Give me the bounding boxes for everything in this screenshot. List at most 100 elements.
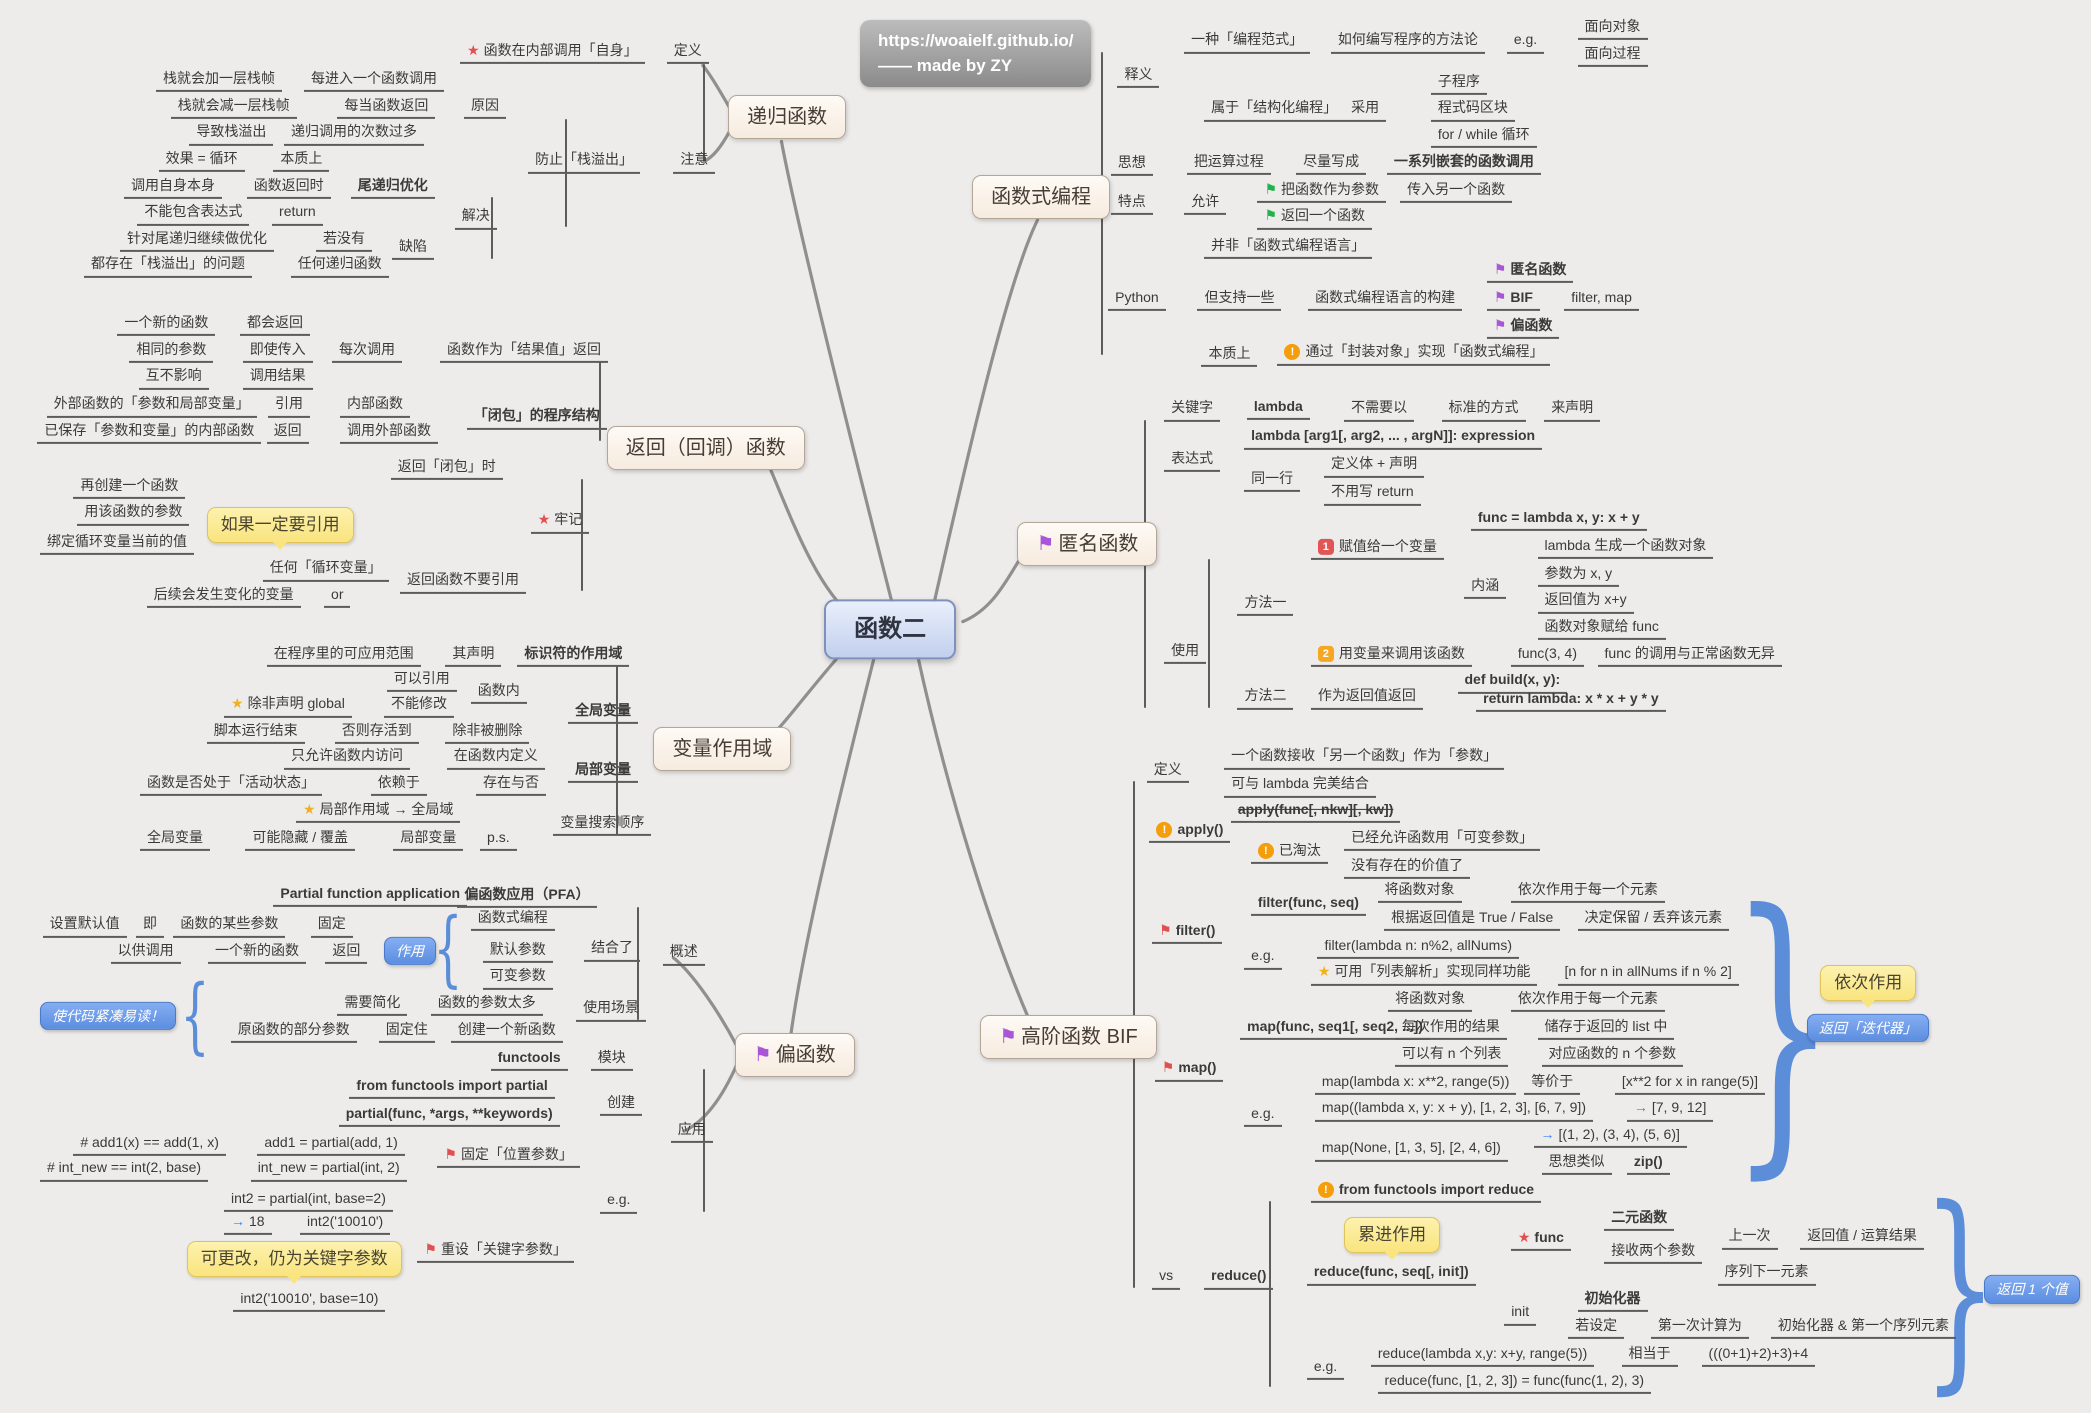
map-node[interactable]: ★ 可用「列表解析」实现同样功能 (1310, 961, 1538, 986)
map-node[interactable]: map(lambda x: x**2, range(5)) (1314, 1071, 1517, 1095)
topic-recursive-function[interactable]: 递归函数 (728, 95, 847, 140)
map-node[interactable]: 脚本运行结束 (206, 720, 305, 745)
map-node[interactable]: 上一次 (1721, 1225, 1778, 1250)
map-node[interactable]: ⚑ BIF (1486, 287, 1540, 311)
map-node[interactable]: 二元函数 (1604, 1207, 1675, 1231)
map-node[interactable]: ⚑ 把函数作为参数 (1257, 179, 1387, 203)
map-node[interactable]: 都会返回 (240, 312, 311, 337)
map-node[interactable]: return lambda: x * x + y * y (1476, 688, 1666, 713)
map-node[interactable]: 调用结果 (242, 365, 313, 390)
map-node[interactable]: functools (490, 1047, 568, 1071)
map-node[interactable]: lambda (1246, 396, 1310, 421)
map-node[interactable]: 属于「结构化编程」 (1204, 97, 1345, 122)
map-node[interactable]: 相当于 (1621, 1343, 1678, 1367)
map-node[interactable]: 除非被删除 (445, 720, 530, 745)
map-node[interactable]: 依次作用于每一个元素 (1510, 988, 1665, 1013)
map-node[interactable]: ⚑ 匿名函数 (1486, 259, 1574, 283)
callout-keyword-arg[interactable]: 可更改，仍为关键字参数 (186, 1240, 402, 1284)
map-node[interactable]: Partial function application (273, 883, 468, 907)
map-node[interactable]: 局部变量 (393, 827, 464, 851)
map-node[interactable]: 可与 lambda 完美结合 (1224, 773, 1376, 798)
map-node[interactable]: 可以引用 (386, 668, 457, 693)
map-node[interactable]: 可能隐藏 / 覆盖 (245, 827, 356, 851)
map-node[interactable]: 返回值 / 运算结果 (1800, 1225, 1924, 1250)
map-node[interactable]: 依赖于 (370, 772, 427, 797)
map-node[interactable]: 再创建一个函数 (73, 475, 186, 499)
map-node[interactable]: 特点 (1110, 191, 1153, 215)
map-node[interactable]: reduce(func, seq[, init]) (1306, 1261, 1476, 1286)
map-node[interactable]: or (324, 584, 351, 609)
map-node[interactable]: 标准的方式 (1441, 397, 1526, 422)
map-node[interactable]: ★ func (1510, 1227, 1571, 1251)
map-node[interactable]: 变量搜索顺序 (553, 812, 652, 837)
map-node[interactable]: 调用外部函数 (340, 420, 439, 445)
map-node[interactable]: 不用写 return (1324, 481, 1421, 506)
callout-apply-in-turn[interactable]: 依次作用 (1820, 964, 1917, 1008)
map-node[interactable]: 已保存「参数和变量」的内部函数 (37, 420, 262, 445)
map-node[interactable]: 如何编写程序的方法论 (1330, 29, 1485, 54)
map-node[interactable]: 面向过程 (1577, 43, 1648, 67)
map-node[interactable]: Python (1108, 287, 1166, 311)
map-node[interactable]: 局部变量 (568, 759, 639, 783)
map-node[interactable]: 本质上 (273, 148, 330, 173)
map-node[interactable]: 将函数对象 (1388, 988, 1473, 1013)
map-node[interactable]: 函数内 (470, 680, 527, 705)
map-node[interactable]: [n for n in allNums if n % 2] (1557, 961, 1739, 986)
map-node[interactable]: 第一次计算为 (1650, 1315, 1749, 1339)
map-node[interactable]: vs (1152, 1265, 1181, 1290)
map-node[interactable]: 函数的某些参数 (173, 913, 286, 938)
callout-cumulative[interactable]: 累进作用 (1344, 1216, 1441, 1260)
map-node[interactable]: zip() (1626, 1151, 1670, 1175)
map-node[interactable]: 即 (136, 913, 165, 938)
map-node[interactable]: 一系列嵌套的函数调用 (1386, 151, 1541, 175)
map-node[interactable]: ⚑ 固定「位置参数」 (437, 1144, 580, 1169)
map-node[interactable]: filter(lambda n: n%2, allNums) (1317, 935, 1519, 959)
map-node[interactable]: 思想类似 (1541, 1151, 1612, 1175)
map-node[interactable]: 2 用变量来调用该函数 (1310, 643, 1472, 667)
map-node[interactable]: 函数的参数太多 (430, 992, 543, 1017)
map-node[interactable]: 并非「函数式编程语言」 (1204, 235, 1373, 259)
map-node[interactable]: int2('10010') (300, 1211, 391, 1235)
map-node[interactable]: 函数式编程 (470, 907, 555, 931)
map-node[interactable]: 标识符的作用域 (517, 643, 630, 667)
map-node[interactable]: ! apply() (1149, 819, 1231, 843)
map-node[interactable]: 一个新的函数 (117, 312, 216, 337)
map-node[interactable]: 1 赋值给一个变量 (1310, 536, 1444, 561)
map-node[interactable]: lambda [arg1[, arg2, ... , argN]]: expre… (1244, 425, 1543, 450)
map-node[interactable]: ! 已淘汰 (1250, 840, 1328, 865)
map-node[interactable]: 效果 = 循环 (158, 148, 245, 173)
map-node[interactable]: 储存于返回的 list 中 (1537, 1016, 1675, 1041)
map-node[interactable]: e.g. (1244, 1103, 1282, 1127)
map-node[interactable]: 面向对象 (1577, 16, 1648, 41)
map-node[interactable]: 采用 (1344, 97, 1387, 122)
map-node[interactable]: reduce(func, [1, 2, 3]) = func(func(1, 2… (1377, 1369, 1652, 1394)
map-node[interactable]: 但支持一些 (1197, 287, 1282, 311)
map-node[interactable]: func(3, 4) (1510, 643, 1584, 667)
map-node[interactable]: 默认参数 (482, 939, 553, 963)
map-node[interactable]: 可变参数 (482, 965, 553, 990)
map-node[interactable]: 「闭包」的程序结构 (466, 405, 607, 430)
map-node[interactable]: int2('10010', base=10) (233, 1288, 386, 1313)
topic-anonymous-function[interactable]: ⚑ 匿名函数 (1017, 522, 1158, 567)
map-node[interactable]: 偏函数应用（PFA） (457, 884, 597, 909)
map-node[interactable]: e.g. (1506, 29, 1545, 54)
map-node[interactable]: ⚑ filter() (1152, 920, 1223, 945)
map-node[interactable]: 允许 (1184, 191, 1227, 215)
topic-variable-scope[interactable]: 变量作用域 (653, 727, 792, 772)
topic-functional-programming[interactable]: 函数式编程 (972, 175, 1111, 220)
map-node[interactable]: 在函数内定义 (446, 745, 545, 770)
map-node[interactable]: 内涵 (1464, 575, 1507, 599)
map-node[interactable]: 概述 (662, 941, 705, 966)
map-node[interactable]: 来声明 (1544, 397, 1601, 422)
map-node[interactable]: 子程序 (1430, 71, 1487, 95)
map-node[interactable]: 表达式 (1164, 448, 1221, 473)
map-node[interactable]: 定义 (666, 40, 709, 65)
map-node[interactable]: 决定保留 / 丢弃该元素 (1577, 907, 1730, 931)
map-node[interactable]: 绑定循环变量当前的值 (40, 531, 194, 555)
map-node[interactable]: 外部函数的「参数和局部变量」 (46, 393, 257, 418)
map-node[interactable]: ⚑ 偏函数 (1486, 315, 1560, 339)
map-node[interactable]: 尾递归优化 (350, 175, 435, 199)
map-node[interactable]: partial(func, *args, **keywords) (338, 1103, 560, 1127)
map-node[interactable]: 方法一 (1237, 592, 1294, 617)
map-node[interactable]: 若设定 (1568, 1315, 1625, 1339)
